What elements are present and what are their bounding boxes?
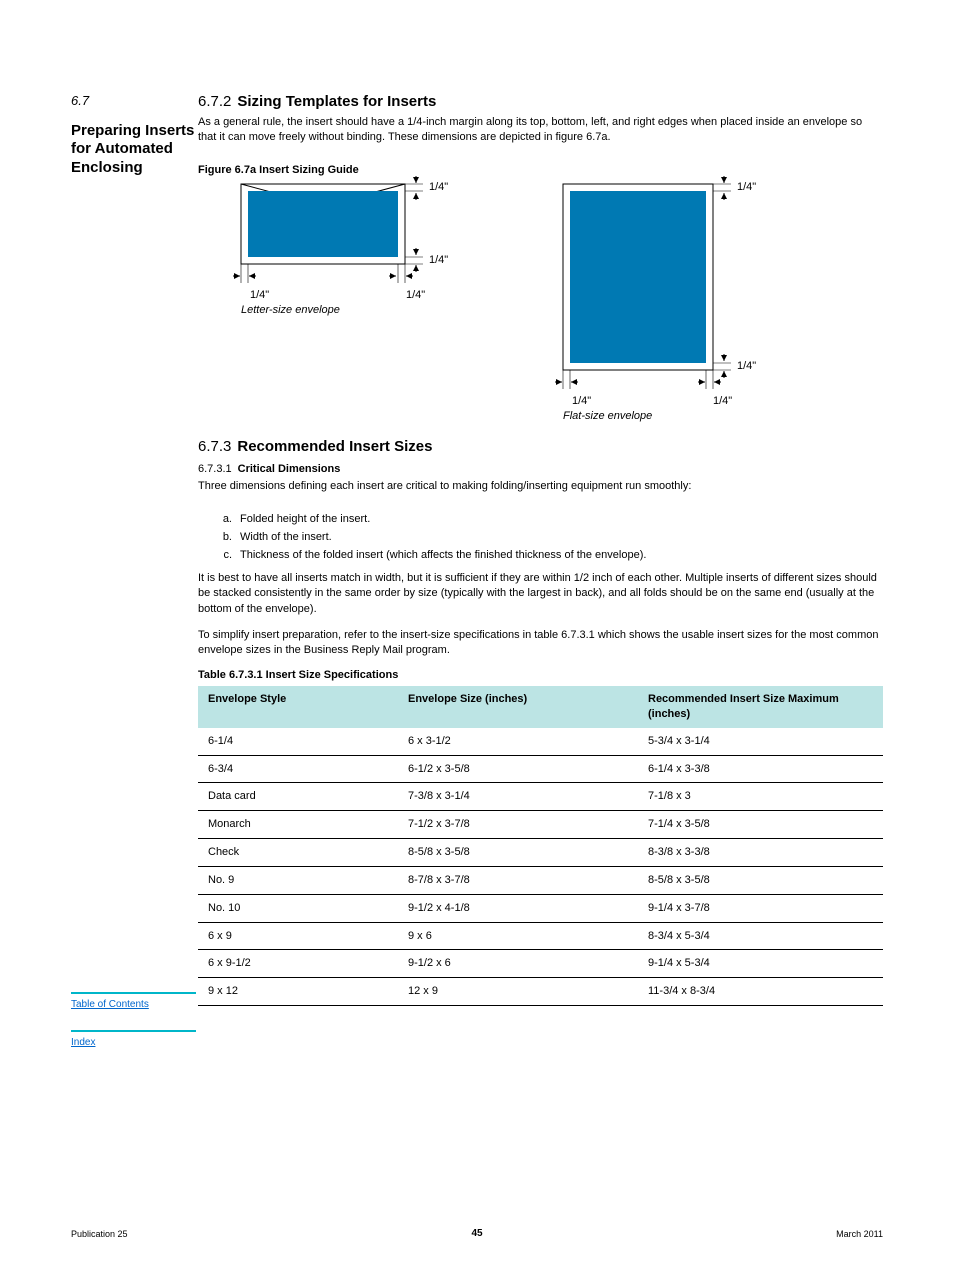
body-top: As a general rule, the insert should hav… <box>198 115 883 146</box>
section-title: Preparing Inserts for Automated Enclosin… <box>71 122 196 178</box>
sidebar-rule <box>71 1030 196 1032</box>
bullet-a: Folded height of the insert. <box>240 512 880 527</box>
th-insert: Recommended Insert Size Maximum (inches) <box>638 686 883 728</box>
th-env: Envelope Size (inches) <box>398 686 638 728</box>
body-b: To simplify insert preparation, refer to… <box>198 628 883 659</box>
flat-caption: Flat-size envelope <box>563 409 652 424</box>
bullet-a-label: a. <box>214 512 232 527</box>
flat-left-dim: 1/4" <box>572 394 591 409</box>
page: 6.7 Preparing Inserts for Automated Encl… <box>0 0 954 1270</box>
env-top-dim: 1/4" <box>429 180 448 195</box>
env-left-dim: 1/4" <box>250 288 269 303</box>
table-row: 6 x 99 x 68-3/4 x 5-3/4 <box>198 922 883 950</box>
table-row: 6-3/46-1/2 x 3-5/86-1/4 x 3-3/8 <box>198 755 883 783</box>
flat-right-dim: 1/4" <box>713 394 732 409</box>
table-row: No. 109-1/2 x 4-1/89-1/4 x 3-7/8 <box>198 894 883 922</box>
footer-right: March 2011 <box>836 1228 883 1240</box>
table-caption: Table 6.7.3.1 Insert Size Specifications <box>198 668 398 683</box>
body-c2: It is best to have all inserts match in … <box>198 571 883 617</box>
envelope-caption: Letter-size envelope <box>241 303 340 318</box>
title-column: 6.7 Preparing Inserts for Automated Encl… <box>71 92 196 178</box>
body-c1: Three dimensions defining each insert ar… <box>198 479 883 494</box>
bullet-b: Width of the insert. <box>240 530 880 545</box>
bullet-c-label: c. <box>214 548 232 563</box>
table-row: Data card7-3/8 x 3-1/47-1/8 x 3 <box>198 783 883 811</box>
flat-bot-dim: 1/4" <box>737 359 756 374</box>
heading-sizes: 6.7.3Recommended Insert Sizes <box>198 437 432 457</box>
bullet-b-label: b. <box>214 530 232 545</box>
heading-templates: 6.7.2Sizing Templates for Inserts <box>198 92 436 112</box>
th-style: Envelope Style <box>198 686 398 728</box>
flat-diagram <box>548 176 758 408</box>
env-bot-dim: 1/4" <box>429 253 448 268</box>
section-number: 6.7 <box>71 92 196 110</box>
table-row: 6-1/46 x 3-1/25-3/4 x 3-1/4 <box>198 728 883 755</box>
heading-critical: 6.7.3.1Critical Dimensions <box>198 462 340 477</box>
table-row: No. 98-7/8 x 3-7/88-5/8 x 3-5/8 <box>198 866 883 894</box>
table-row: Monarch7-1/2 x 3-7/87-1/4 x 3-5/8 <box>198 811 883 839</box>
table-row: 6 x 9-1/29-1/2 x 69-1/4 x 5-3/4 <box>198 950 883 978</box>
toc-link[interactable]: Table of Contents <box>71 998 196 1012</box>
table-header-row: Envelope Style Envelope Size (inches) Re… <box>198 686 883 728</box>
sidebar-rule <box>71 992 196 994</box>
table-row: Check8-5/8 x 3-5/88-3/8 x 3-3/8 <box>198 839 883 867</box>
table-row: 9 x 1212 x 911-3/4 x 8-3/4 <box>198 978 883 1006</box>
env-right-dim: 1/4" <box>406 288 425 303</box>
footer-page-number: 45 <box>0 1227 954 1241</box>
index-link[interactable]: Index <box>71 1036 196 1050</box>
flat-top-dim: 1/4" <box>737 180 756 195</box>
bullet-c: Thickness of the folded insert (which af… <box>240 548 880 563</box>
envelope-diagram <box>226 176 446 306</box>
insert-size-table: Envelope Style Envelope Size (inches) Re… <box>198 686 883 1006</box>
